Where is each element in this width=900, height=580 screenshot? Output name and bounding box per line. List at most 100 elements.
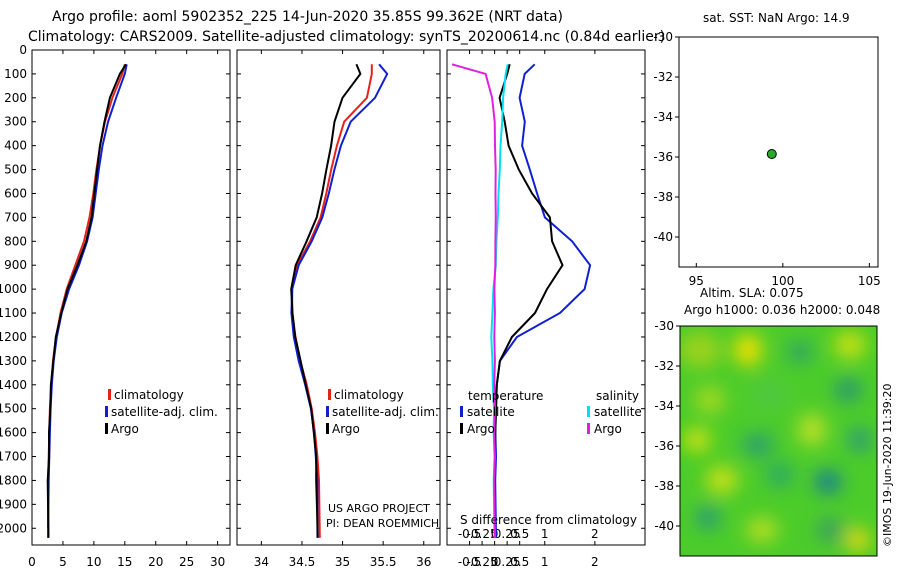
argo-location-point xyxy=(766,149,777,159)
sst-x-tick-label: 95 xyxy=(689,274,704,288)
legend-climatology: climatology xyxy=(114,388,184,402)
x-tick-label: 2 xyxy=(591,555,599,569)
sst-y-tick-label: -36 xyxy=(653,150,673,164)
x-tick-label: 5 xyxy=(59,555,67,569)
x-tick-label: 20 xyxy=(148,555,163,569)
legend-t-satellite: satellite xyxy=(467,405,515,419)
depth-tick-label: 1900 xyxy=(0,497,27,511)
legend-swatch-t-argo xyxy=(460,423,463,434)
profile-lines xyxy=(46,63,592,538)
legend-satellite: satellite-adj. clim. xyxy=(111,405,218,419)
sla-map-title1: Altim. SLA: 0.075 xyxy=(700,286,804,300)
depth-tick-label: 1200 xyxy=(0,330,27,344)
depth-tick-label: 1700 xyxy=(0,450,27,464)
legend-climatology: climatology xyxy=(334,388,404,402)
legend-swatch-t-satellite xyxy=(460,406,463,417)
sla-y-tick-label: -34 xyxy=(654,399,674,413)
depth-tick-label: 600 xyxy=(4,186,27,200)
sla-y-tick-label: -40 xyxy=(654,519,674,533)
legend-satellite: satellite-adj. clim. xyxy=(332,405,439,419)
depth-tick-label: 1400 xyxy=(0,378,27,392)
sla-y-tick-label: -38 xyxy=(654,479,674,493)
series-argo xyxy=(46,63,127,538)
depth-tick-label: 400 xyxy=(4,139,27,153)
sla-map-title2: Argo h1000: 0.036 h2000: 0.048 xyxy=(684,303,880,317)
legend-swatch-satellite xyxy=(326,406,329,417)
x-tick-label: 15 xyxy=(117,555,132,569)
legend-s-argo: Argo xyxy=(594,422,622,436)
depth-axis: 0 100 200 300 400 500 600 700 800 900 1000 1100 1200… xyxy=(0,43,645,535)
sla-heatmap xyxy=(680,326,877,556)
x-tick-label: 0.5 xyxy=(510,555,529,569)
depth-tick-label: 1000 xyxy=(0,282,27,296)
legend-salinity: salinity xyxy=(596,389,639,403)
salinity-legend: climatology satellite-adj. clim. Argo xyxy=(326,388,439,436)
diff-x-tick-label: 1 xyxy=(541,527,549,541)
difference-panel xyxy=(446,49,646,546)
depth-tick-label: 1500 xyxy=(0,402,27,416)
sst-y-tick-label: -30 xyxy=(653,30,673,44)
sla-map-axes: -30 -32 -34 -36 -38 -40 xyxy=(654,319,680,533)
depth-tick-label: 700 xyxy=(4,210,27,224)
sst-y-tick-label: -40 xyxy=(653,230,673,244)
depth-tick-label: 500 xyxy=(4,163,27,177)
diff-x-tick-label: -0.25 xyxy=(467,527,498,541)
salinity-panel xyxy=(236,49,441,546)
series-temperature-argo xyxy=(493,64,564,538)
sla-map-frame xyxy=(679,325,878,557)
depth-tick-label: 200 xyxy=(4,91,27,105)
sst-y-tick-label: -38 xyxy=(653,190,673,204)
depth-tick-label: 900 xyxy=(4,258,27,272)
x-tick-label: -0.25 xyxy=(467,555,498,569)
legend-swatch-argo xyxy=(326,423,329,434)
legend-swatch-s-satellite xyxy=(587,406,590,417)
diff-x-tick-label: -0.5 xyxy=(458,527,481,541)
credit-pi: PI: DEAN ROEMMICH xyxy=(326,517,439,530)
depth-tick-label: 1800 xyxy=(0,473,27,487)
depth-tick-label: 800 xyxy=(4,234,27,248)
legend-swatch-climatology xyxy=(328,389,331,400)
temperature-legend: climatology satellite-adj. clim. Argo xyxy=(105,388,218,436)
sst-map-axes: 95 100 105 -30 -32 -34 -36 -38 -40 xyxy=(653,30,880,288)
x-tick-label: 0.25 xyxy=(494,555,521,569)
x-tick-label: 10 xyxy=(86,555,101,569)
x-tick-label: 35 xyxy=(335,555,350,569)
x-tick-label: -0.5 xyxy=(458,555,481,569)
sst-x-tick-label: 100 xyxy=(771,274,794,288)
legend-argo: Argo xyxy=(332,422,360,436)
depth-tick-label: 1300 xyxy=(0,354,27,368)
series-argo xyxy=(290,63,362,538)
x-tick-label: 34.5 xyxy=(289,555,316,569)
sla-y-tick-label: -32 xyxy=(654,359,674,373)
depth-tick-label: 1600 xyxy=(0,426,27,440)
sst-map-title: sat. SST: NaN Argo: 14.9 xyxy=(703,11,850,25)
legend-swatch-satellite xyxy=(105,406,108,417)
x-tick-label: 36 xyxy=(416,555,431,569)
x-tick-label: 30 xyxy=(210,555,225,569)
difference-legend: temperature salinity satellite Argo sate… xyxy=(460,389,642,436)
x-tick-label: 0 xyxy=(28,555,36,569)
sst-y-tick-label: -34 xyxy=(653,110,673,124)
depth-tick-label: 300 xyxy=(4,115,27,129)
legend-swatch-climatology xyxy=(108,389,111,400)
x-tick-label: 34 xyxy=(254,555,269,569)
x-tick-label: 1 xyxy=(541,555,549,569)
legend-swatch-argo xyxy=(105,423,108,434)
diff-x-tick-label: 2 xyxy=(591,527,599,541)
series-salinity-argo xyxy=(451,63,497,538)
x-tick-label: 0 xyxy=(491,555,499,569)
depth-tick-label: 0 xyxy=(19,43,27,57)
sla-y-tick-label: -30 xyxy=(654,319,674,333)
credit-project: US ARGO PROJECT xyxy=(328,502,430,515)
legend-t-argo: Argo xyxy=(467,422,495,436)
sla-y-tick-label: -36 xyxy=(654,439,674,453)
diff-x-tick-label: 0.25 xyxy=(494,527,521,541)
legend-argo: Argo xyxy=(111,422,139,436)
depth-tick-label: 1100 xyxy=(0,306,27,320)
temperature-panel xyxy=(31,49,231,546)
legend-s-satellite: satellite xyxy=(594,405,642,419)
legend-temperature: temperature xyxy=(468,389,543,403)
sst-y-tick-label: -32 xyxy=(653,70,673,84)
credit-imos: ©IMOS 19-Jun-2020 11:39:20 xyxy=(881,383,894,547)
x-tick-label: 25 xyxy=(179,555,194,569)
